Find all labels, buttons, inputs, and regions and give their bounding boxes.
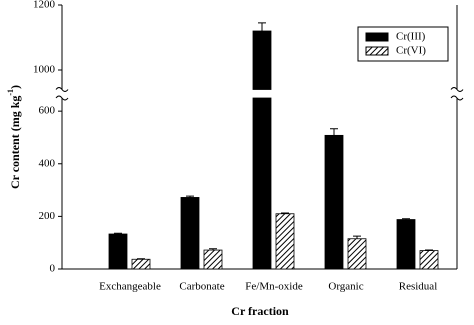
y-axis-title: Cr content (mg kg-1) (6, 85, 22, 189)
x-tick-label: Carbonate (179, 281, 224, 293)
bar (180, 197, 200, 270)
legend-label: Cr(VI) (396, 45, 426, 57)
y-tick-label: 1200 (33, 0, 56, 11)
x-tick-label: Fe/Mn-oxide (245, 281, 303, 293)
bar (396, 219, 416, 270)
error-bar (209, 248, 217, 251)
bar (131, 258, 151, 270)
y-tick-label: 200 (39, 210, 56, 222)
bar-break (252, 90, 272, 97)
x-tick-label: Residual (399, 281, 438, 293)
bar (252, 30, 272, 90)
axis-break-gap (56, 89, 68, 98)
y-axis-title-text: Cr content (mg kg (8, 96, 22, 189)
axis-break (450, 87, 464, 101)
legend-swatch (365, 46, 389, 56)
y-tick-label: 0 (50, 263, 56, 275)
bar (347, 238, 367, 270)
y-tick-label: 1000 (33, 64, 56, 76)
error-bar (258, 22, 266, 31)
error-bar (186, 195, 194, 198)
bar (275, 213, 295, 270)
error-bar (353, 235, 361, 239)
y-tick-label: 600 (39, 105, 56, 117)
x-axis-title: Cr fraction (231, 304, 289, 318)
x-tick-label: Exchangeable (99, 281, 161, 293)
error-bar (402, 218, 410, 220)
legend-label: Cr(III) (396, 31, 426, 43)
bar (324, 134, 344, 270)
bar (419, 250, 439, 270)
error-bar (330, 128, 338, 136)
y-axis-title-suffix: ) (8, 85, 22, 89)
error-bar (114, 232, 122, 235)
error-bar (281, 212, 289, 214)
bar (108, 233, 128, 270)
axis-break (55, 87, 69, 101)
y-tick-label: 400 (39, 157, 56, 169)
y-axis-title-sup: -1 (6, 89, 15, 96)
error-bar (137, 258, 145, 260)
legend-swatch (365, 32, 389, 42)
bar (252, 97, 272, 270)
x-tick-label: Organic (328, 281, 363, 293)
error-bar (425, 249, 433, 251)
bar (203, 249, 223, 270)
axis-break-gap (451, 89, 463, 98)
